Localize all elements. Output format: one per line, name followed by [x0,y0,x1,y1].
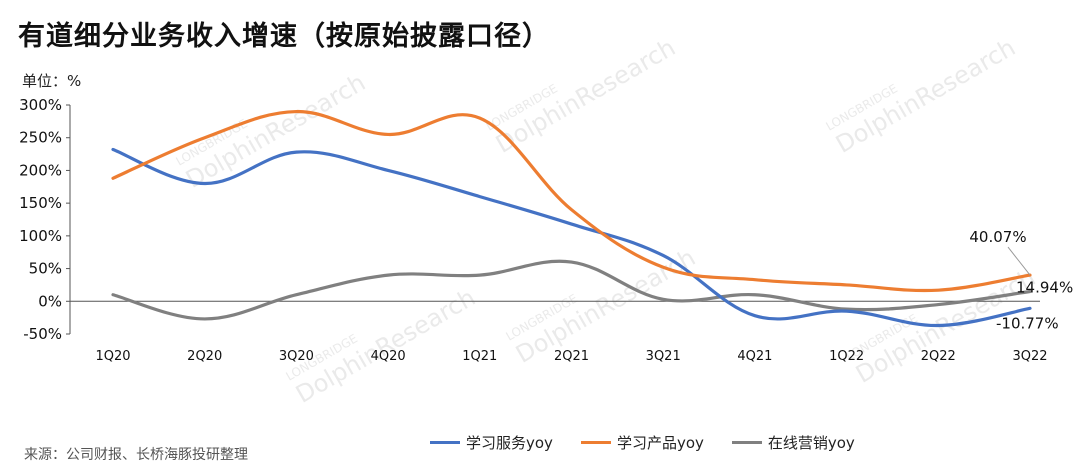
annotation-layer: 40.07% 14.94% -10.77% [969,228,1073,332]
legend-label: 在线营销yoy [767,434,855,452]
watermark-large-text: DolphinResearch [291,283,480,408]
watermark-large-text: DolphinResearch [181,68,370,193]
unit-label: 单位：% [22,72,82,90]
x-tick-label: 2Q20 [187,349,222,364]
annotation-leader-line [1007,246,1031,276]
chart-axes: 300% 250% 200% 150% 100% 50% 0% -50% 1Q20 2Q20 3Q2… [19,96,1047,364]
y-tick-label: -50% [23,325,62,343]
watermark-large-text: DolphinResearch [491,33,680,158]
annotation-label: 40.07% [969,228,1026,246]
x-tick-label: 1Q20 [95,349,130,364]
y-tick-label: 200% [19,161,62,179]
x-tick-label: 3Q22 [1012,349,1047,364]
legend-swatch [580,441,611,444]
legend-item-learning-products: 学习产品yoy [580,432,704,453]
y-tick-label: 0% [38,292,62,310]
y-tick-label: 50% [29,260,62,278]
chart-legend: 学习服务yoy 学习产品yoy 在线营销yoy [430,432,855,453]
annotation-label: 14.94% [1016,279,1073,297]
x-tick-label: 3Q20 [279,349,314,364]
annotation-label: -10.77% [996,314,1059,332]
source-note: 来源：公司财报、长桥海豚投研整理 [24,447,248,463]
x-tick-label: 1Q21 [462,349,497,364]
series-layer [111,109,1032,328]
y-tick-label: 150% [19,194,62,212]
x-tick-label: 4Q21 [737,349,772,364]
y-tick-label: 100% [19,227,62,245]
legend-label: 学习产品yoy [616,434,704,452]
y-tick-label: 250% [19,129,62,147]
series-line-learning-services [111,147,1032,328]
x-tick-label: 4Q20 [371,349,406,364]
legend-swatch [731,441,762,444]
x-tick-label: 3Q21 [646,349,681,364]
legend-item-online-marketing: 在线营销yoy [731,432,855,453]
page-title: 有道细分业务收入增速（按原始披露口径） [18,21,550,52]
series-line-online-marketing [111,259,1032,321]
x-tick-label: 2Q22 [921,349,956,364]
legend-swatch [430,441,460,444]
legend-label: 学习服务yoy [466,434,553,452]
x-tick-label: 1Q22 [829,349,864,364]
x-tick-label: 2Q21 [554,349,589,364]
y-tick-label: 300% [19,96,62,114]
legend-item-learning-services: 学习服务yoy [430,432,553,453]
series-line-learning-products [111,109,1032,293]
watermark-large-text: DolphinResearch [831,33,1020,158]
